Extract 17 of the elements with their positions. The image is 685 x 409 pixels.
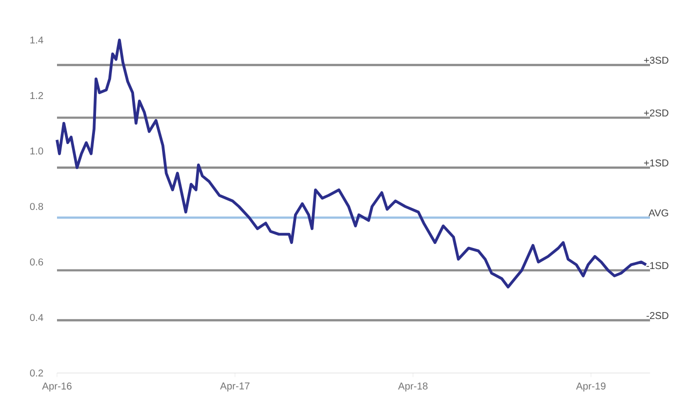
ref-line-label: -2SD xyxy=(646,312,668,320)
ref-line-label: AVG xyxy=(648,209,668,216)
y-tick-label: 0.4 xyxy=(30,314,44,322)
ref-line-label: +2SD xyxy=(644,109,668,116)
y-tick-label: 0.2 xyxy=(30,369,43,377)
x-tick-label: Apr-17 xyxy=(220,382,250,392)
x-tick-label: Apr-16 xyxy=(42,382,72,392)
ref-line-label: +1SD xyxy=(644,159,668,166)
ref-line-label: +3SD xyxy=(644,56,668,64)
y-tick-label: 0.8 xyxy=(30,202,44,210)
y-tick-label: 1.4 xyxy=(30,36,44,44)
y-tick-label: 1.2 xyxy=(30,92,43,99)
ref-line-label: -1SD xyxy=(646,262,668,270)
y-tick-label: 1.0 xyxy=(30,147,44,155)
x-tick-label: Apr-19 xyxy=(576,382,606,392)
y-tick-label: 0.6 xyxy=(30,258,44,266)
x-tick-label: Apr-18 xyxy=(398,382,428,392)
